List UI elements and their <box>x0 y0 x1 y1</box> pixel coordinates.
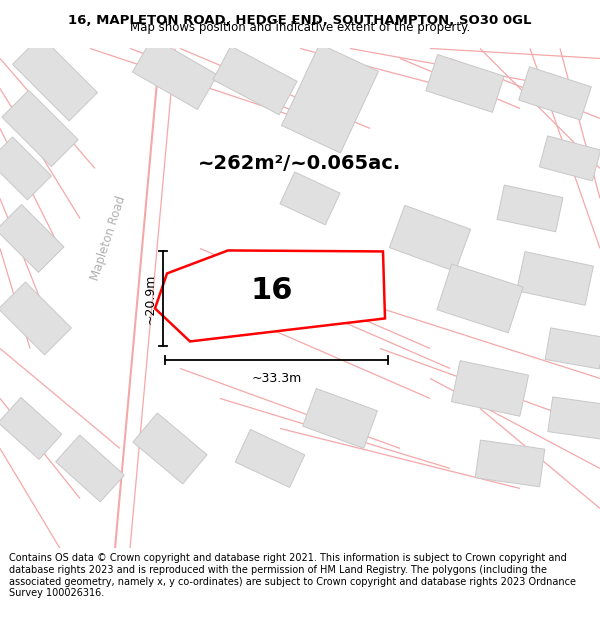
Polygon shape <box>0 398 62 459</box>
Text: ~33.3m: ~33.3m <box>251 372 302 386</box>
Polygon shape <box>280 172 340 225</box>
Polygon shape <box>13 36 97 121</box>
Text: ~262m²/~0.065ac.: ~262m²/~0.065ac. <box>199 154 401 173</box>
Polygon shape <box>545 328 600 369</box>
Polygon shape <box>0 204 64 272</box>
Text: 16: 16 <box>250 276 293 305</box>
Text: 16, MAPLETON ROAD, HEDGE END, SOUTHAMPTON, SO30 0GL: 16, MAPLETON ROAD, HEDGE END, SOUTHAMPTO… <box>68 14 532 27</box>
Polygon shape <box>451 361 529 416</box>
Polygon shape <box>302 389 377 448</box>
Polygon shape <box>0 282 71 355</box>
Polygon shape <box>548 397 600 440</box>
Polygon shape <box>437 264 523 333</box>
Polygon shape <box>133 38 217 109</box>
Polygon shape <box>426 54 504 112</box>
Polygon shape <box>517 252 593 305</box>
Polygon shape <box>389 206 470 271</box>
Polygon shape <box>235 429 305 488</box>
Text: ~20.9m: ~20.9m <box>144 274 157 324</box>
Text: Map shows position and indicative extent of the property.: Map shows position and indicative extent… <box>130 21 470 34</box>
Text: Mapleton Road: Mapleton Road <box>88 194 128 282</box>
Polygon shape <box>133 413 207 484</box>
Polygon shape <box>475 440 545 487</box>
Polygon shape <box>497 185 563 232</box>
Polygon shape <box>56 435 124 502</box>
Polygon shape <box>0 137 52 200</box>
Polygon shape <box>2 90 78 167</box>
Polygon shape <box>518 67 592 120</box>
Polygon shape <box>281 44 379 153</box>
Polygon shape <box>155 251 385 341</box>
Polygon shape <box>213 46 297 115</box>
Text: Contains OS data © Crown copyright and database right 2021. This information is : Contains OS data © Crown copyright and d… <box>9 554 576 598</box>
Polygon shape <box>539 136 600 181</box>
